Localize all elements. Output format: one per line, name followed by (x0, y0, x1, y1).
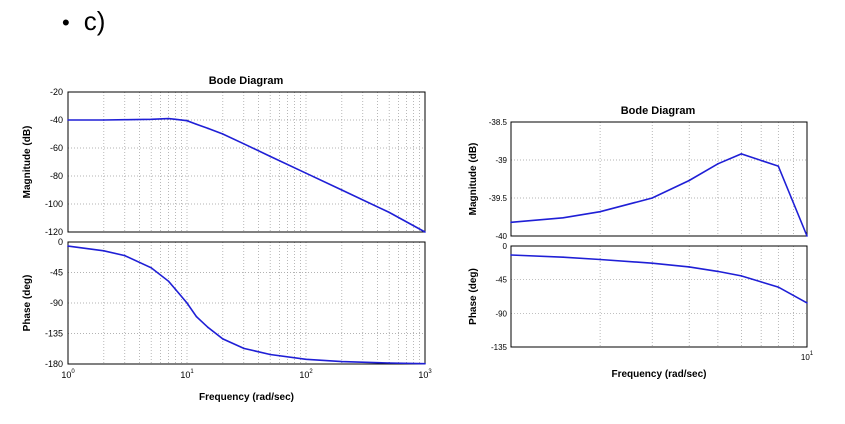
magnitude-data-point (599, 210, 601, 213)
x-tick-label: 102 (299, 369, 313, 380)
phase-data-point (67, 245, 69, 247)
y-tick-label: -20 (50, 87, 63, 97)
phase-data-point (103, 250, 105, 252)
y-tick-label: 0 (503, 242, 508, 251)
y-tick-label: -38.5 (489, 118, 508, 127)
x-tick-label: 100 (61, 369, 75, 380)
phase-data-point (599, 258, 601, 261)
axes-box (67, 241, 426, 365)
phase-data-point (222, 338, 224, 340)
y-tick-label: -120 (45, 227, 63, 237)
phase-data-point (123, 254, 126, 257)
y-tick-label: -100 (45, 199, 63, 209)
magnitude-data-point (688, 179, 691, 182)
phase-data-point (207, 326, 209, 329)
y-tick-label: -180 (45, 359, 63, 369)
phase-data-point (740, 275, 743, 277)
magnitude-panel: -38.5 -39 -39.5 -40 Magnitude (dB) (468, 118, 808, 241)
chart-title: Bode Diagram (209, 75, 284, 87)
magnitude-data-point (67, 119, 69, 121)
magnitude-data-point (150, 118, 152, 121)
phase-data-point (174, 288, 177, 291)
phase-panel: 0 -45 -90 -135 Phase (deg) 101 (468, 242, 814, 362)
magnitude-series-line (510, 153, 808, 237)
phase-data-point (186, 302, 188, 304)
axes-box (67, 91, 426, 233)
phase-data-point (195, 315, 198, 318)
magnitude-data-point (269, 155, 271, 158)
axes-box (510, 121, 808, 237)
magnitude-data-point (305, 172, 307, 174)
y-tick-label: -40 (495, 232, 507, 241)
magnitude-data-point (341, 189, 343, 191)
magnitude-data-point (717, 163, 719, 165)
phase-data-point (510, 254, 512, 256)
phase-panel: 0 -45 -90 -135 -180 Phase (deg) 100 101 102 103 (22, 237, 432, 380)
x-tick-label: 101 (801, 351, 814, 362)
magnitude-data-point (186, 119, 188, 122)
magnitude-data-point (222, 133, 224, 135)
phase-series-line (510, 254, 808, 304)
magnitude-data-point (195, 123, 198, 125)
phase-data-point (269, 353, 271, 356)
magnitude-data-point (242, 143, 245, 145)
magnitude-data-point (207, 127, 209, 130)
y-tick-label: -80 (50, 171, 63, 181)
axes-box (510, 245, 808, 348)
phase-data-point (777, 286, 780, 288)
y-tick-label: 0 (58, 237, 63, 247)
y-tick-label: -45 (495, 276, 507, 285)
y-tick-label: -90 (50, 298, 63, 308)
slide-label-text: c) (83, 6, 106, 36)
magnitude-data-point (174, 118, 177, 121)
y-tick-label: -135 (491, 343, 508, 352)
x-axis-label: Frequency (rad/sec) (199, 392, 294, 403)
y-axis-label: Magnitude (dB) (468, 143, 479, 216)
y-tick-label: -39.5 (489, 194, 508, 203)
phase-data-point (242, 347, 245, 350)
phase-data-point (651, 262, 654, 265)
phase-data-point (562, 256, 564, 259)
y-axis-label: Magnitude (dB) (22, 126, 33, 199)
phase-data-point (305, 358, 307, 361)
x-tick-label: 101 (180, 369, 194, 380)
phase-data-point (717, 270, 719, 273)
magnitude-data-point (651, 197, 654, 199)
magnitude-data-point (510, 221, 512, 224)
phase-data-point (341, 360, 343, 363)
magnitude-data-point (388, 211, 390, 214)
x-tick-label: 103 (418, 369, 432, 380)
phase-data-point (167, 280, 170, 283)
bullet-icon: • (62, 10, 70, 35)
y-tick-label: -60 (50, 143, 63, 153)
phase-data-point (150, 266, 152, 269)
y-axis-label: Phase (deg) (468, 268, 479, 325)
magnitude-data-point (123, 118, 126, 121)
y-tick-label: -90 (495, 309, 507, 318)
magnitude-data-point (424, 231, 426, 233)
chart-title: Bode Diagram (621, 105, 696, 117)
phase-data-point (806, 302, 808, 304)
magnitude-data-point (777, 165, 780, 167)
magnitude-data-point (562, 216, 564, 219)
magnitude-data-point (740, 153, 743, 155)
y-tick-label: -135 (45, 329, 63, 339)
magnitude-data-point (103, 119, 105, 121)
y-tick-label: -40 (50, 115, 63, 125)
y-axis-label: Phase (deg) (22, 275, 33, 332)
phase-data-point (388, 362, 390, 364)
magnitude-series-line (68, 117, 426, 233)
magnitude-data-point (167, 117, 170, 120)
magnitude-panel: -20 -40 -60 -80 -100 -120 Magnitude (dB) (22, 87, 426, 237)
x-axis-label: Frequency (rad/sec) (611, 369, 706, 380)
phase-data-point (424, 362, 426, 365)
magnitude-data-point (806, 235, 808, 237)
y-tick-label: -39 (495, 156, 507, 165)
y-tick-label: -45 (50, 268, 63, 278)
slide-label: • c) (62, 6, 105, 37)
phase-series-line (67, 245, 426, 365)
phase-data-point (688, 266, 691, 268)
